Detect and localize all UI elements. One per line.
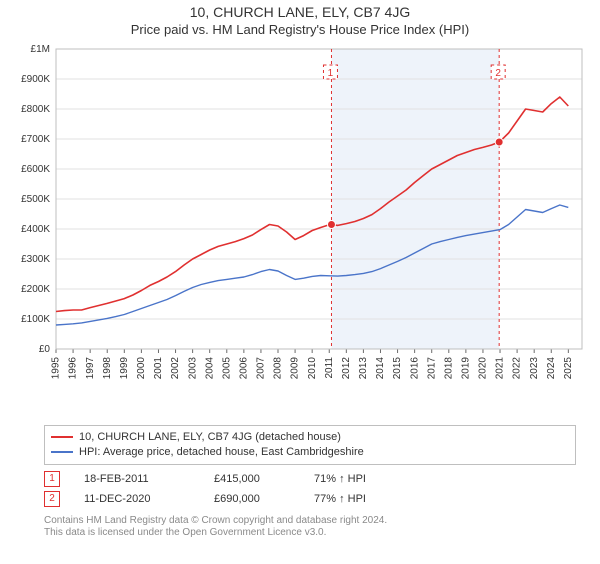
svg-text:2004: 2004 bbox=[204, 357, 215, 380]
sale-hpi: 77% ↑ HPI bbox=[314, 493, 434, 505]
sales-table: 1 18-FEB-2011£415,00071% ↑ HPI 2 11-DEC-202… bbox=[44, 469, 576, 509]
sale-marker: 2 bbox=[44, 491, 60, 507]
svg-text:2: 2 bbox=[495, 68, 501, 79]
svg-text:2010: 2010 bbox=[307, 357, 318, 380]
legend-item: 10, CHURCH LANE, ELY, CB7 4JG (detached … bbox=[51, 430, 569, 445]
svg-text:£1M: £1M bbox=[31, 44, 50, 55]
chart-title: 10, CHURCH LANE, ELY, CB7 4JG bbox=[0, 4, 600, 20]
svg-text:2020: 2020 bbox=[478, 357, 489, 380]
svg-text:2002: 2002 bbox=[170, 357, 181, 380]
svg-text:2011: 2011 bbox=[324, 357, 335, 379]
svg-text:2013: 2013 bbox=[358, 357, 369, 380]
chart-subtitle: Price paid vs. HM Land Registry's House … bbox=[0, 22, 600, 37]
chart-area: £0 £100K £200K £300K £400K £500K £600K £700K £80… bbox=[0, 39, 600, 419]
svg-text:1999: 1999 bbox=[119, 357, 130, 380]
sale-price: £690,000 bbox=[214, 493, 314, 505]
legend-label: 10, CHURCH LANE, ELY, CB7 4JG (detached … bbox=[79, 430, 341, 445]
svg-text:1997: 1997 bbox=[85, 357, 96, 380]
sale-date: 18-FEB-2011 bbox=[84, 473, 214, 485]
line-chart: £0 £100K £200K £300K £400K £500K £600K £700K £80… bbox=[0, 39, 600, 419]
sale-price: £415,000 bbox=[214, 473, 314, 485]
svg-text:£500K: £500K bbox=[21, 194, 50, 205]
svg-text:2021: 2021 bbox=[495, 357, 506, 380]
svg-text:£600K: £600K bbox=[21, 164, 50, 175]
svg-text:2003: 2003 bbox=[187, 357, 198, 380]
svg-text:£400K: £400K bbox=[21, 224, 50, 235]
svg-text:2014: 2014 bbox=[375, 357, 386, 380]
svg-text:£200K: £200K bbox=[21, 284, 50, 295]
svg-text:2001: 2001 bbox=[153, 357, 164, 380]
svg-text:2022: 2022 bbox=[512, 357, 523, 380]
svg-text:2024: 2024 bbox=[546, 357, 557, 380]
svg-text:2007: 2007 bbox=[256, 357, 267, 380]
svg-text:1998: 1998 bbox=[102, 357, 113, 380]
svg-text:2008: 2008 bbox=[273, 357, 284, 380]
sale-row: 2 11-DEC-2020£690,00077% ↑ HPI bbox=[44, 489, 576, 509]
legend-swatch bbox=[51, 451, 73, 453]
svg-text:2023: 2023 bbox=[529, 357, 540, 380]
svg-text:£900K: £900K bbox=[21, 74, 50, 85]
svg-text:£700K: £700K bbox=[21, 134, 50, 145]
svg-text:2006: 2006 bbox=[238, 357, 249, 380]
svg-text:2019: 2019 bbox=[461, 357, 472, 380]
attribution: Contains HM Land Registry data © Crown c… bbox=[44, 515, 576, 540]
svg-text:2009: 2009 bbox=[290, 357, 301, 380]
svg-text:2018: 2018 bbox=[443, 357, 454, 380]
svg-text:2005: 2005 bbox=[221, 357, 232, 380]
svg-text:£300K: £300K bbox=[21, 254, 50, 265]
sale-marker: 1 bbox=[44, 471, 60, 487]
svg-text:£0: £0 bbox=[39, 344, 51, 355]
legend-item: HPI: Average price, detached house, East… bbox=[51, 445, 569, 460]
sale-row: 1 18-FEB-2011£415,00071% ↑ HPI bbox=[44, 469, 576, 489]
svg-text:2016: 2016 bbox=[409, 357, 420, 380]
svg-text:2025: 2025 bbox=[563, 357, 574, 380]
sale-hpi: 71% ↑ HPI bbox=[314, 473, 434, 485]
legend: 10, CHURCH LANE, ELY, CB7 4JG (detached … bbox=[44, 425, 576, 465]
sale-date: 11-DEC-2020 bbox=[84, 493, 214, 505]
svg-text:£100K: £100K bbox=[21, 314, 50, 325]
attribution-line: Contains HM Land Registry data © Crown c… bbox=[44, 515, 576, 528]
svg-text:1996: 1996 bbox=[68, 357, 79, 380]
svg-text:2000: 2000 bbox=[136, 357, 147, 380]
attribution-line: This data is licensed under the Open Gov… bbox=[44, 527, 576, 540]
svg-text:1995: 1995 bbox=[51, 357, 62, 380]
legend-label: HPI: Average price, detached house, East… bbox=[79, 445, 364, 460]
legend-swatch bbox=[51, 436, 73, 438]
svg-text:£800K: £800K bbox=[21, 104, 50, 115]
svg-text:2012: 2012 bbox=[341, 357, 352, 380]
svg-text:1: 1 bbox=[328, 68, 334, 79]
svg-text:2017: 2017 bbox=[426, 357, 437, 380]
svg-text:2015: 2015 bbox=[392, 357, 403, 380]
